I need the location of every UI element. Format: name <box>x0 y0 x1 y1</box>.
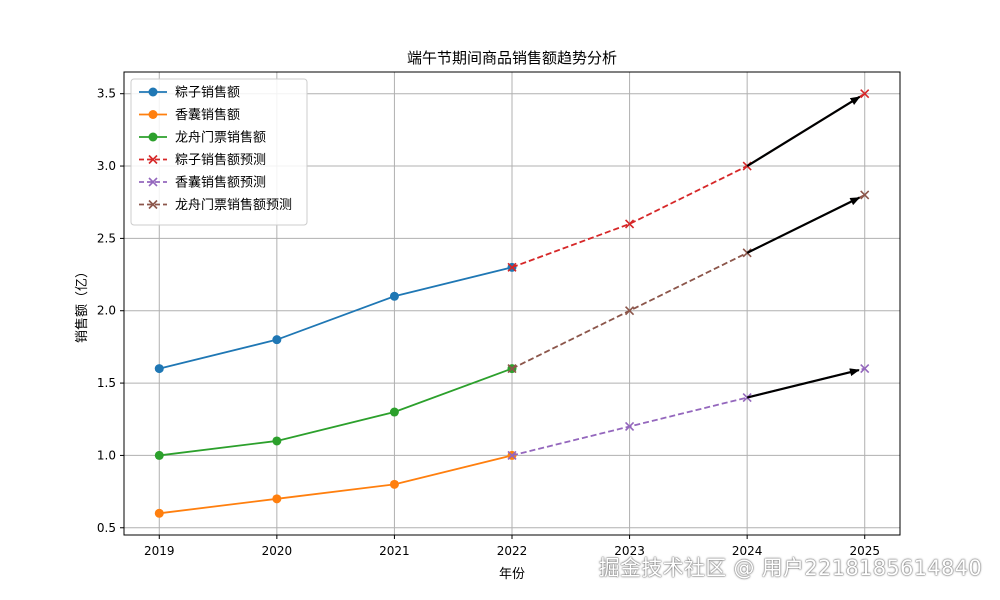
series-line <box>511 92 866 269</box>
data-point <box>154 364 164 374</box>
legend-swatch-marker <box>148 132 158 142</box>
series-line <box>159 266 513 370</box>
data-point-stroke <box>860 364 870 374</box>
data-point <box>389 479 399 489</box>
data-point <box>860 190 870 200</box>
x-axis: 2019 2020 2021 2022 2023 2024 2025 <box>144 535 880 558</box>
series-line <box>159 454 513 515</box>
data-point <box>625 306 635 316</box>
legend-swatch-marker <box>148 110 158 119</box>
legend-swatch-marker <box>148 199 158 210</box>
data-point <box>860 364 870 374</box>
legend-item: 粽子销售额预测 <box>139 152 266 168</box>
series-4 <box>507 89 870 272</box>
y-tick-label: 2.5 <box>97 231 116 245</box>
data-point-stroke <box>507 262 517 272</box>
x-tick-label: 2023 <box>614 544 645 558</box>
legend-label: 香囊销售额预测 <box>175 175 266 191</box>
data-point <box>272 335 282 345</box>
data-point <box>507 262 517 272</box>
legend-label: 粽子销售额 <box>175 85 240 101</box>
y-tick-label: 1.0 <box>97 448 116 462</box>
grid <box>124 72 900 535</box>
y-tick-label: 3.5 <box>97 87 116 101</box>
y-tick-label: 2.0 <box>97 304 116 318</box>
legend-item: 香囊销售额预测 <box>139 175 266 191</box>
y-tick-label: 0.5 <box>97 521 116 535</box>
data-point <box>625 421 635 432</box>
data-point <box>507 364 517 374</box>
data-point <box>625 219 635 229</box>
annotations <box>746 95 861 399</box>
series-2 <box>154 450 517 518</box>
legend-item: 龙舟门票销售额 <box>139 130 266 146</box>
chart-title: 端午节期间商品销售额趋势分析 <box>407 49 617 67</box>
legend-box <box>130 78 308 226</box>
series-1 <box>154 262 517 374</box>
legend-marker-stroke <box>148 199 158 210</box>
y-axis-label: 销售额（亿） <box>74 265 90 343</box>
legend-label: 粽子销售额预测 <box>175 152 266 168</box>
x-tick-label: 2019 <box>144 544 175 558</box>
data-point-stroke <box>860 190 870 200</box>
watermark-text: 掘金技术社区 @ 用户2218185614840 <box>598 556 982 580</box>
data-point <box>507 450 517 460</box>
legend-marker-stroke <box>148 177 158 187</box>
data-point <box>860 89 870 99</box>
data-point <box>272 436 282 446</box>
x-axis-label: 年份 <box>499 567 525 582</box>
y-axis: 0.5 1.0 1.5 2.0 2.5 3.0 3.5 <box>97 87 124 535</box>
series-3 <box>154 364 517 460</box>
data-point-stroke <box>625 306 635 316</box>
legend-swatch-marker <box>148 87 158 97</box>
data-point-stroke <box>507 450 517 460</box>
legend-item: 香囊销售额 <box>139 107 240 123</box>
series-6 <box>507 190 870 374</box>
data-point-stroke <box>625 421 635 432</box>
legend-label: 龙舟门票销售额 <box>175 130 266 146</box>
y-tick-label: 3.0 <box>97 159 116 173</box>
legend-item: 粽子销售额 <box>139 85 240 101</box>
data-point-stroke <box>507 364 517 374</box>
data-point-stroke <box>625 219 635 229</box>
annotation-arrow <box>746 196 861 254</box>
legend-swatch-marker <box>148 154 158 165</box>
data-point <box>389 407 399 417</box>
x-tick-label: 2021 <box>379 544 410 558</box>
x-tick-label: 2020 <box>262 544 293 558</box>
data-point <box>272 494 282 504</box>
legend-item: 龙舟门票销售额预测 <box>139 197 292 213</box>
legend-label: 香囊销售额 <box>175 107 240 123</box>
series-line <box>159 367 513 457</box>
data-point <box>154 508 164 518</box>
annotation-arrow <box>746 95 861 167</box>
x-tick-label: 2022 <box>497 544 528 558</box>
series-5 <box>507 364 870 460</box>
data-point-stroke <box>860 89 870 99</box>
legend-label: 龙舟门票销售额预测 <box>175 197 292 213</box>
annotation-arrow <box>746 368 860 399</box>
data-point <box>154 450 164 460</box>
x-tick-label: 2024 <box>732 544 763 558</box>
data-point <box>389 291 399 301</box>
x-tick-label: 2025 <box>849 544 880 558</box>
legend-marker-stroke <box>148 154 158 165</box>
y-tick-label: 1.5 <box>97 376 116 390</box>
legend-swatch-marker <box>148 177 158 187</box>
